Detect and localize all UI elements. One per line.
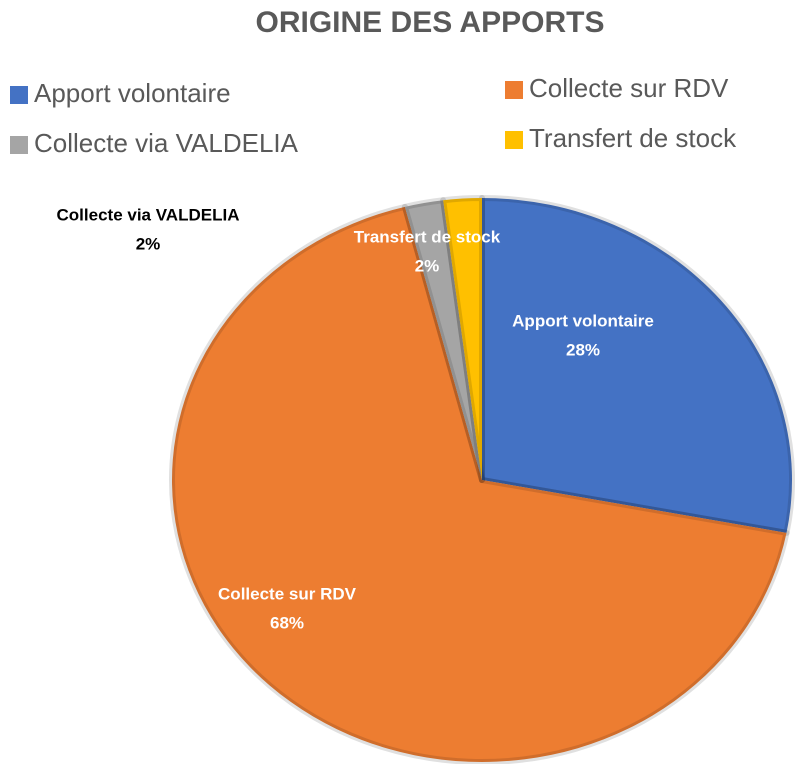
pie-slice (401, 197, 485, 483)
pie-slice (440, 195, 485, 483)
chart-title: ORIGINE DES APPORTS (256, 6, 605, 39)
data-label-name: Collecte via VALDELIA (57, 205, 240, 224)
legend-label: Collecte via VALDELIA (34, 128, 299, 158)
legend-label: Transfert de stock (529, 123, 737, 153)
data-label-name: Transfert de stock (354, 227, 501, 246)
data-label-value: 2% (136, 234, 161, 253)
pie-slice (479, 195, 795, 536)
legend-label: Collecte sur RDV (529, 73, 729, 103)
legend-swatch (10, 86, 28, 104)
pie-slice (169, 203, 790, 764)
legend-swatch (10, 136, 28, 154)
legend-swatch (505, 131, 523, 149)
data-label-value: 2% (415, 256, 440, 275)
data-label-value: 68% (270, 613, 304, 632)
data-label-value: 28% (566, 340, 600, 359)
data-label-name: Collecte sur RDV (218, 584, 357, 603)
data-label-name: Apport volontaire (512, 311, 654, 330)
legend-label: Apport volontaire (34, 78, 231, 108)
legend-swatch (505, 81, 523, 99)
